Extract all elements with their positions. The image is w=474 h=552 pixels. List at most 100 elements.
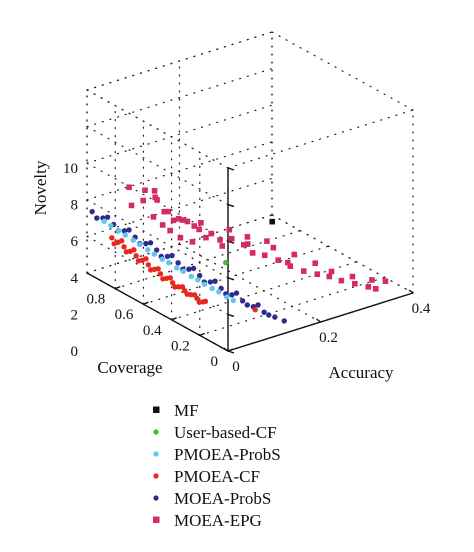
data-point bbox=[222, 259, 229, 266]
data-point bbox=[147, 267, 154, 273]
data-point bbox=[188, 273, 194, 280]
data-point bbox=[145, 262, 152, 268]
data-point bbox=[264, 238, 270, 244]
data-point bbox=[161, 208, 168, 215]
data-point bbox=[203, 234, 209, 241]
data-point bbox=[118, 238, 125, 244]
axes bbox=[86, 167, 414, 354]
data-point bbox=[240, 241, 247, 248]
x-tick-mark bbox=[223, 347, 229, 352]
data-point bbox=[165, 208, 172, 215]
y-tick-mark bbox=[143, 301, 149, 305]
data-point bbox=[89, 208, 95, 215]
data-point bbox=[169, 280, 176, 286]
legend-item: PMOEA-CF bbox=[153, 467, 260, 486]
legend-label: MF bbox=[174, 401, 199, 420]
y-tick-label: 0.8 bbox=[86, 292, 105, 308]
data-point bbox=[202, 298, 209, 304]
z-tick-mark bbox=[227, 240, 235, 244]
data-point bbox=[153, 247, 160, 253]
y-tick-mark bbox=[171, 317, 177, 321]
data-point bbox=[285, 259, 291, 266]
data-point bbox=[261, 309, 267, 315]
data-point bbox=[233, 290, 240, 296]
series-pmoea-probs bbox=[101, 218, 237, 304]
data-point bbox=[244, 302, 251, 308]
data-point bbox=[175, 215, 182, 222]
data-point bbox=[349, 273, 356, 280]
data-point bbox=[255, 302, 261, 308]
data-point bbox=[157, 271, 164, 277]
data-point bbox=[217, 237, 223, 243]
data-point bbox=[228, 235, 235, 242]
z-tick-label: 10 bbox=[63, 161, 78, 177]
series-mf bbox=[269, 218, 276, 225]
z-grid-line bbox=[86, 31, 273, 91]
data-point bbox=[209, 285, 215, 292]
data-point bbox=[151, 251, 157, 257]
data-point bbox=[212, 278, 218, 284]
x-tick-mark bbox=[408, 289, 414, 294]
data-point bbox=[123, 249, 130, 255]
data-point bbox=[365, 284, 372, 290]
data-point bbox=[179, 284, 186, 290]
z-tick-mark bbox=[227, 167, 235, 171]
data-point bbox=[166, 259, 172, 266]
legend-item: User-based-CF bbox=[153, 423, 277, 442]
data-point bbox=[196, 299, 203, 305]
data-point bbox=[121, 228, 128, 234]
data-point bbox=[155, 266, 161, 272]
z-grid-line bbox=[86, 104, 273, 164]
legend-label: User-based-CF bbox=[174, 423, 277, 442]
data-point bbox=[216, 289, 222, 295]
series-moea-epg bbox=[126, 184, 389, 292]
data-point bbox=[369, 277, 375, 283]
z-grid-line bbox=[86, 67, 273, 128]
y-axis-line bbox=[86, 272, 229, 352]
legend-label: PMOEA-CF bbox=[174, 467, 260, 486]
data-point bbox=[382, 278, 389, 284]
data-point bbox=[201, 281, 208, 287]
data-point bbox=[169, 252, 175, 259]
box-edge bbox=[227, 109, 414, 169]
data-point bbox=[126, 227, 132, 233]
y-tick-label: 0.2 bbox=[171, 338, 190, 354]
x-axis-title: Accuracy bbox=[328, 363, 394, 382]
data-point bbox=[249, 250, 256, 256]
data-point bbox=[174, 265, 180, 271]
y-tick-label: 0.6 bbox=[115, 307, 134, 323]
data-point bbox=[184, 218, 191, 225]
data-point bbox=[151, 188, 158, 194]
x-tick-label: 0 bbox=[232, 359, 240, 375]
data-point bbox=[122, 232, 129, 238]
z-tick-mark bbox=[227, 203, 235, 208]
data-point bbox=[142, 187, 148, 194]
data-point bbox=[269, 218, 276, 225]
data-point bbox=[175, 260, 181, 266]
data-point bbox=[275, 257, 281, 263]
data-point bbox=[143, 256, 149, 262]
data-point bbox=[208, 230, 214, 237]
legend-marker bbox=[153, 516, 160, 523]
data-point bbox=[167, 227, 173, 234]
z-tick-label: 4 bbox=[71, 271, 79, 287]
grid-lines bbox=[86, 31, 414, 352]
legend-item: MOEA-ProbS bbox=[153, 489, 271, 508]
y-tick-label: 0 bbox=[211, 354, 219, 370]
data-point bbox=[186, 266, 192, 272]
data-point bbox=[207, 279, 214, 285]
data-point bbox=[145, 247, 151, 253]
y-tick-mark bbox=[114, 285, 121, 290]
legend: MF User-based-CF PMOEA-ProbS PMOEA-CF MOEA-P… bbox=[153, 401, 281, 530]
data-point bbox=[150, 214, 157, 220]
data-point bbox=[137, 241, 143, 248]
data-point bbox=[154, 197, 160, 203]
z-tick-label: 2 bbox=[71, 307, 79, 323]
data-point bbox=[130, 237, 136, 243]
z-tick-mark bbox=[227, 277, 235, 281]
legend-marker bbox=[153, 451, 159, 457]
data-point bbox=[131, 247, 137, 253]
data-point bbox=[261, 252, 268, 259]
data-point bbox=[167, 275, 174, 281]
data-point bbox=[191, 223, 198, 229]
